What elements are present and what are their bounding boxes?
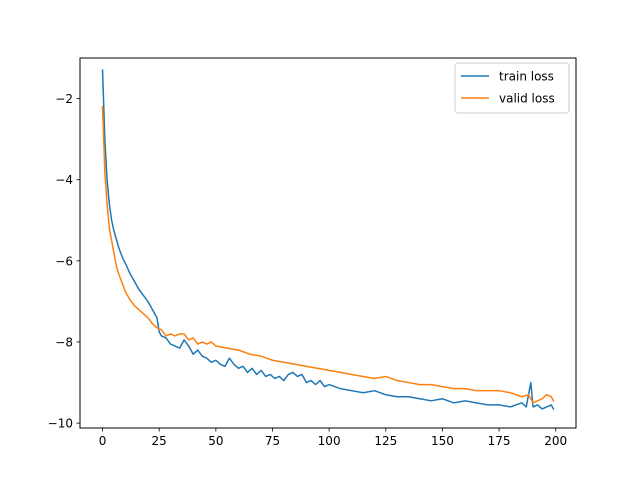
legend-label: train loss	[499, 70, 554, 84]
x-tick-label: 125	[374, 434, 397, 448]
x-tick-label: 0	[99, 434, 107, 448]
y-tick-label: −10	[48, 417, 73, 431]
x-tick-label: 200	[544, 434, 567, 448]
legend-label: valid loss	[499, 92, 555, 106]
y-tick-label: −8	[55, 335, 73, 349]
series-line-train-loss	[101, 69, 555, 410]
x-tick-label: 50	[208, 434, 223, 448]
legend: train loss valid loss	[454, 62, 570, 114]
x-tick-label: 25	[152, 434, 167, 448]
y-tick-label: −4	[55, 173, 73, 187]
y-tick-label: −6	[55, 254, 73, 268]
series-line-valid-loss	[101, 105, 555, 404]
x-tick-label: 75	[265, 434, 280, 448]
x-tick-label: 175	[488, 434, 511, 448]
y-tick-label: −2	[55, 92, 73, 106]
axes-frame	[79, 57, 577, 429]
x-tick-label: 100	[318, 434, 341, 448]
x-tick-label: 150	[431, 434, 454, 448]
y-axis: −10 −8 −6 −4 −2	[48, 92, 80, 431]
x-axis: 0 25 50 75 100 125 150 175 200	[99, 428, 567, 448]
plot-lines	[101, 69, 555, 410]
